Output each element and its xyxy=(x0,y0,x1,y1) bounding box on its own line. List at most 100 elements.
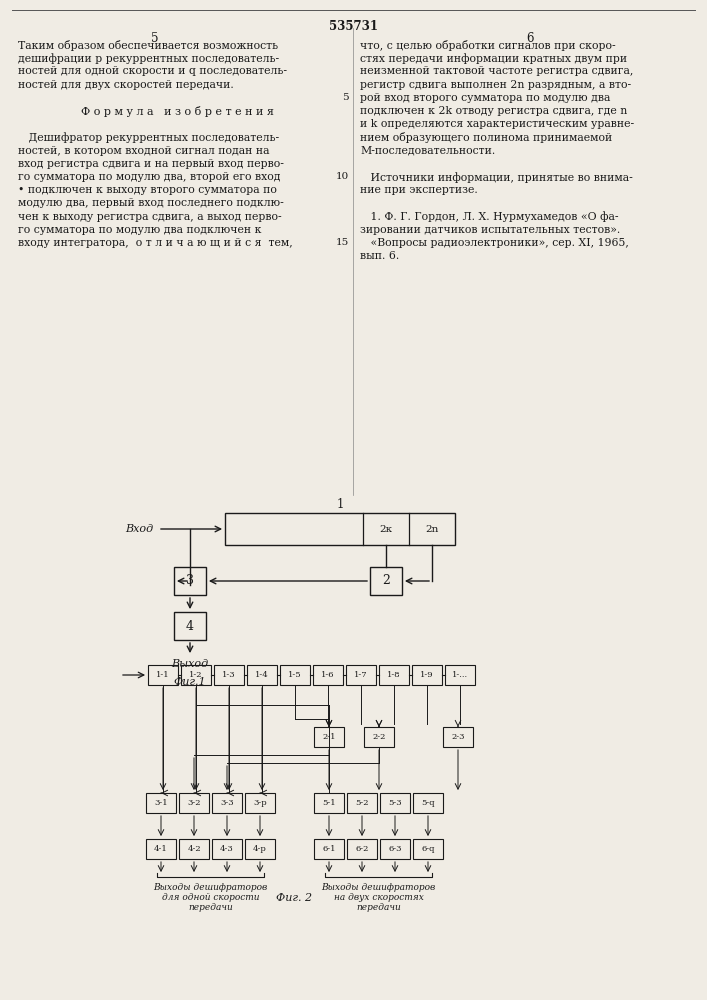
Bar xyxy=(181,665,211,685)
Text: 2n: 2n xyxy=(426,524,438,534)
Text: 1: 1 xyxy=(337,498,344,511)
Text: зировании датчиков испытательных тестов».: зировании датчиков испытательных тестов»… xyxy=(360,225,620,235)
Text: чен к выходу регистра сдвига, а выход перво-: чен к выходу регистра сдвига, а выход пе… xyxy=(18,212,281,222)
Bar xyxy=(146,839,176,859)
Bar xyxy=(179,839,209,859)
Text: 3-p: 3-p xyxy=(253,799,267,807)
Text: 1-3: 1-3 xyxy=(222,671,236,679)
Text: 2-3: 2-3 xyxy=(451,733,464,741)
Text: подключен к 2k отводу регистра сдвига, где n: подключен к 2k отводу регистра сдвига, г… xyxy=(360,106,627,116)
Text: 6-1: 6-1 xyxy=(322,845,336,853)
Bar xyxy=(174,612,206,640)
Bar xyxy=(313,665,343,685)
Text: 4-1: 4-1 xyxy=(154,845,168,853)
Bar xyxy=(412,665,442,685)
Text: Выходы дешифраторов: Выходы дешифраторов xyxy=(322,883,436,892)
Text: Ф о р м у л а   и з о б р е т е н и я: Ф о р м у л а и з о б р е т е н и я xyxy=(81,106,274,117)
Text: 5-q: 5-q xyxy=(421,799,435,807)
Text: M-последовательности.: M-последовательности. xyxy=(360,146,495,156)
Text: Вход: Вход xyxy=(125,524,153,534)
Text: Фиг.1: Фиг.1 xyxy=(174,677,206,687)
Bar xyxy=(212,793,242,813)
Text: 6-q: 6-q xyxy=(421,845,435,853)
Bar xyxy=(245,839,275,859)
Text: 2-1: 2-1 xyxy=(322,733,336,741)
Bar xyxy=(413,793,443,813)
Text: 1-8: 1-8 xyxy=(387,671,401,679)
Text: 5-1: 5-1 xyxy=(322,799,336,807)
Bar xyxy=(443,727,473,747)
Bar xyxy=(413,839,443,859)
Text: ностей для одной скорости и q последователь-: ностей для одной скорости и q последоват… xyxy=(18,66,287,76)
Bar xyxy=(347,793,377,813)
Text: 2-2: 2-2 xyxy=(373,733,386,741)
Bar xyxy=(380,793,410,813)
Text: 1-1: 1-1 xyxy=(156,671,170,679)
Bar xyxy=(380,839,410,859)
Bar xyxy=(280,665,310,685)
Text: го сумматора по модулю два подключен к: го сумматора по модулю два подключен к xyxy=(18,225,262,235)
Text: вып. 6.: вып. 6. xyxy=(360,251,399,261)
Text: Фиг. 2: Фиг. 2 xyxy=(276,893,312,903)
Text: 1-...: 1-... xyxy=(452,671,468,679)
Text: 5-2: 5-2 xyxy=(355,799,369,807)
Bar xyxy=(314,727,344,747)
Text: 1-7: 1-7 xyxy=(354,671,368,679)
Text: 2: 2 xyxy=(382,574,390,587)
Text: передачи: передачи xyxy=(188,903,233,912)
Text: 6: 6 xyxy=(526,32,534,45)
Bar xyxy=(347,839,377,859)
Text: Выходы дешифраторов: Выходы дешифраторов xyxy=(153,883,268,892)
Bar xyxy=(214,665,244,685)
Text: 3-1: 3-1 xyxy=(154,799,168,807)
Text: 2к: 2к xyxy=(380,524,392,534)
Bar xyxy=(379,665,409,685)
Bar xyxy=(245,793,275,813)
Bar xyxy=(364,727,394,747)
Text: 6-2: 6-2 xyxy=(356,845,368,853)
Text: 5-3: 5-3 xyxy=(388,799,402,807)
Bar xyxy=(314,793,344,813)
Bar xyxy=(174,567,206,595)
Text: 4-p: 4-p xyxy=(253,845,267,853)
Text: вход регистра сдвига и на первый вход перво-: вход регистра сдвига и на первый вход пе… xyxy=(18,159,284,169)
Text: дешифрации p рекуррентных последователь-: дешифрации p рекуррентных последователь- xyxy=(18,53,279,64)
Text: 1-9: 1-9 xyxy=(420,671,434,679)
Text: ние при экспертизе.: ние при экспертизе. xyxy=(360,185,478,195)
Text: 4-3: 4-3 xyxy=(220,845,234,853)
Text: входу интегратора,  о т л и ч а ю щ и й с я  тем,: входу интегратора, о т л и ч а ю щ и й с… xyxy=(18,238,293,248)
Text: 1-2: 1-2 xyxy=(189,671,203,679)
Text: модулю два, первый вход последнего подклю-: модулю два, первый вход последнего подкл… xyxy=(18,198,284,208)
Bar xyxy=(314,839,344,859)
Text: 1-6: 1-6 xyxy=(321,671,334,679)
Text: • подключен к выходу второго сумматора по: • подключен к выходу второго сумматора п… xyxy=(18,185,277,195)
Bar xyxy=(179,793,209,813)
Text: 15: 15 xyxy=(336,238,349,247)
Text: Таким образом обеспечивается возможность: Таким образом обеспечивается возможность xyxy=(18,40,278,51)
Bar xyxy=(212,839,242,859)
Text: го сумматора по модулю два, второй его вход: го сумматора по модулю два, второй его в… xyxy=(18,172,281,182)
Text: передачи: передачи xyxy=(356,903,401,912)
Bar xyxy=(146,793,176,813)
Text: ностей для двух скоростей передачи.: ностей для двух скоростей передачи. xyxy=(18,80,234,90)
Bar xyxy=(247,665,277,685)
Text: регистр сдвига выполнен 2n разрядным, а вто-: регистр сдвига выполнен 2n разрядным, а … xyxy=(360,80,631,90)
Text: 535731: 535731 xyxy=(329,20,378,33)
Text: неизменной тактовой частоте регистра сдвига,: неизменной тактовой частоте регистра сдв… xyxy=(360,66,633,76)
Text: для одной скорости: для одной скорости xyxy=(162,893,259,902)
Text: 3: 3 xyxy=(186,574,194,587)
Text: Источники информации, принятые во внима-: Источники информации, принятые во внима- xyxy=(360,172,633,183)
Text: 1-5: 1-5 xyxy=(288,671,302,679)
Text: 1-4: 1-4 xyxy=(255,671,269,679)
Bar xyxy=(445,665,475,685)
Text: Выход: Выход xyxy=(171,659,209,669)
Bar xyxy=(346,665,376,685)
Text: 5: 5 xyxy=(151,32,159,45)
Text: что, с целью обработки сигналов при скоро-: что, с целью обработки сигналов при скор… xyxy=(360,40,616,51)
Text: 6-3: 6-3 xyxy=(388,845,402,853)
Text: и k определяются характеристическим уравне-: и k определяются характеристическим урав… xyxy=(360,119,634,129)
Bar xyxy=(148,665,178,685)
Text: рой вход второго сумматора по модулю два: рой вход второго сумматора по модулю два xyxy=(360,93,610,103)
Bar xyxy=(225,513,455,545)
Text: 3-2: 3-2 xyxy=(187,799,201,807)
